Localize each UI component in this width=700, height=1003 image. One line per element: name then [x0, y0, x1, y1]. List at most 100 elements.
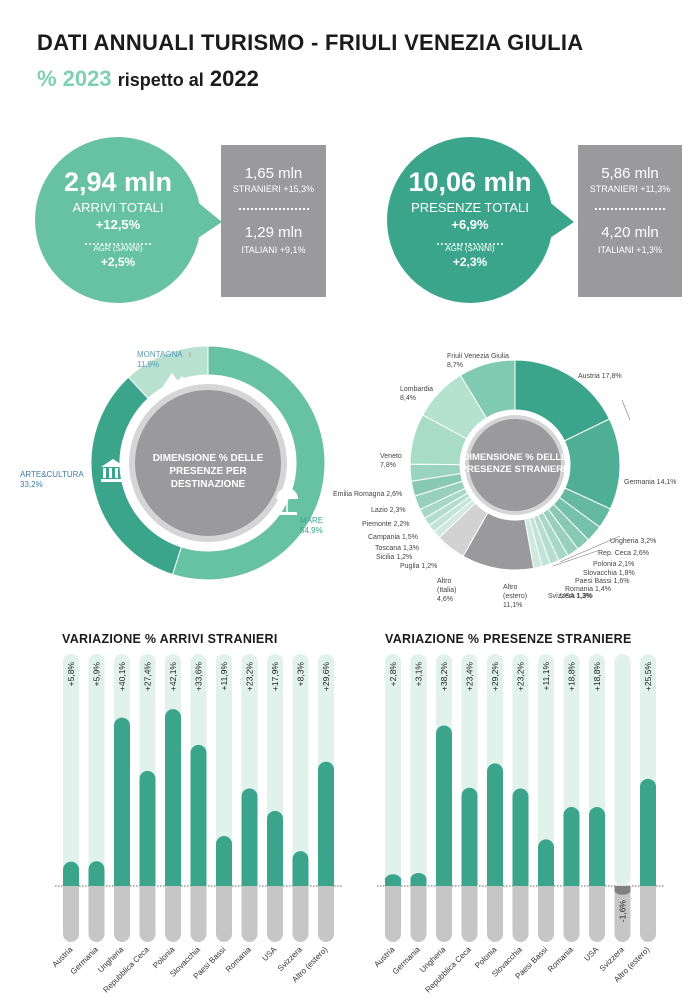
- arrivi-lower-track-9: [292, 886, 309, 942]
- donut-straniere-label-2: Ungheria 3,2%: [610, 538, 657, 545]
- presenze-category-label-0: Austria: [372, 945, 396, 969]
- arrivi-bar-base-9: [292, 878, 309, 886]
- arrivi-bar-2: [114, 717, 130, 886]
- arrivi-lower-track-4: [165, 886, 181, 942]
- label-mare-pct: 54,9%: [300, 526, 323, 535]
- arrivi-bar-5: [190, 744, 207, 886]
- arrivi-value-label-7: +23,2%: [245, 662, 255, 692]
- arrivi-label: ARRIVI TOTALI: [72, 200, 164, 215]
- donut-straniere-label-14: Toscana 1,3%: [375, 545, 419, 552]
- donut-destinazione: [90, 345, 326, 581]
- presenze-value-label-4: +29,2%: [490, 662, 500, 692]
- donut-straniere-label-6: Paesi Bassi 1,6%: [575, 578, 630, 585]
- presenze-lower-track-7: [563, 886, 580, 942]
- presenze-lower-track-0: [385, 886, 401, 942]
- beach-umbrella-icon: [276, 488, 298, 515]
- donut-straniere-label-9: Svizzera 1,3%: [548, 593, 593, 600]
- presenze-lower-track-cap-3: [461, 886, 478, 894]
- arrivi-stranieri-label: STRANIERI +15,3%: [232, 184, 315, 194]
- arrivi-lower-track-cap-6: [216, 886, 232, 894]
- presenze-bubble-pointer: [547, 200, 574, 240]
- arrivi-lower-track-2: [114, 886, 130, 942]
- arrivi-bar-base-3: [139, 878, 156, 886]
- donut-straniere-label-12: Puglia 1,2%: [400, 563, 438, 570]
- presenze-lower-track-cap-4: [487, 886, 503, 894]
- arrivi-bar-6: [216, 836, 232, 886]
- presenze-category-label-3: Repubblica Ceca: [423, 945, 473, 995]
- presenze-bar-base-9: [614, 886, 631, 892]
- arrivi-stranieri-value: 1,65 mln: [244, 165, 303, 182]
- presenze-lower-track-cap-0: [385, 886, 401, 894]
- label-arte-cultura-pct: 33,2%: [20, 480, 43, 489]
- presenze-bar-base-1: [410, 878, 427, 886]
- presenze-lower-track-9: [614, 886, 631, 942]
- arrivi-category-label-1: Germania: [69, 945, 101, 977]
- arrivi-content: 2,94 mln ARRIVI TOTALI +12,5% AGR (SANNI…: [35, 167, 201, 269]
- presenze-lower-track-cap-7: [563, 886, 580, 894]
- arrivi-lower-track-8: [267, 886, 283, 942]
- presenze-lower-track-cap-8: [589, 886, 605, 894]
- presenze-value-label-2: +38,2%: [439, 662, 449, 692]
- presenze-track-9: [614, 654, 631, 886]
- arrivi-lower-track-cap-5: [190, 886, 207, 894]
- presenze-value-label-7: +18,8%: [567, 662, 577, 692]
- arrivi-bubble: [35, 137, 201, 303]
- presenze-value-label-9: -1,6%: [618, 900, 628, 923]
- arrivi-value: 2,94 mln: [63, 167, 173, 197]
- arrivi-bar-base-5: [190, 878, 207, 886]
- presenze-lower-track-2: [436, 886, 452, 942]
- leader-ungheria: [559, 535, 621, 563]
- donut-destinazione-center-label: DIMENSIONE % DELLE PRESENZE PER DESTINAZ…: [152, 453, 264, 490]
- presenze-bar-4: [487, 763, 503, 886]
- presenze-track-6: [538, 654, 554, 886]
- arrivi-box-divider: [238, 208, 309, 210]
- donut-straniere-label-4: Polonia 2,1%: [593, 561, 635, 568]
- arrivi-category-label-0: Austria: [50, 945, 74, 969]
- mountain-icon: [163, 373, 190, 386]
- arrivi-bar-base-10: [318, 878, 334, 886]
- donut-destinazione-slice-2: [127, 345, 209, 400]
- presenze-italiani-value: 4,20 mln: [601, 224, 659, 241]
- presenze-stranieri-label: STRANIERI +11,3%: [589, 184, 671, 194]
- presenze-category-label-8: USA: [582, 945, 600, 963]
- donut-straniere-label-17: Lazio 2,3%: [371, 507, 406, 514]
- presenze-value-label-6: +11,1%: [541, 662, 551, 691]
- presenze-bar-base-3: [461, 878, 478, 886]
- arrivi-italiani-label: ITALIANI +9,1%: [241, 245, 306, 255]
- arrivi-value-label-6: +11,9%: [219, 662, 229, 691]
- arrivi-lower-track-cap-4: [165, 886, 181, 894]
- bar-charts: +5,8%Austria+5,9%Germania+40,1%Ungheria+…: [50, 654, 664, 995]
- presenze-bar-base-4: [487, 878, 503, 886]
- presenze-bar-base-0: [385, 878, 401, 886]
- presenze-lower-track-4: [487, 886, 503, 942]
- arrivi-lower-track-0: [63, 886, 79, 942]
- presenze-bar-3: [461, 787, 478, 886]
- arrivi-lower-track-3: [139, 886, 156, 942]
- donut-straniere-label-11: Altro (Italia) 4,6%: [437, 578, 457, 603]
- presenze-bar-base-7: [563, 878, 580, 886]
- donut-straniere-label-21: Friuli Venezia Giulia 8,7%: [447, 353, 509, 369]
- presenze-value: 10,06 mln: [408, 167, 532, 197]
- donut-destinazione-center: [129, 384, 287, 542]
- presenze-breakdown-box: 5,86 mln STRANIERI +11,3% 4,20 mln ITALI…: [578, 145, 682, 297]
- arrivi-value-label-10: +29,6%: [321, 662, 331, 692]
- arrivi-lower-track-cap-1: [88, 886, 105, 894]
- presenze-category-label-7: Romania: [546, 945, 575, 974]
- bar-chart-presenze-title: VARIAZIONE % PRESENZE STRANIERE: [385, 632, 632, 646]
- arrivi-bar-base-8: [267, 878, 283, 886]
- arrivi-bar-8: [267, 810, 283, 886]
- presenze-track-1: [410, 654, 427, 886]
- presenze-value-label-8: +18,8%: [592, 662, 602, 692]
- arrivi-lower-track-6: [216, 886, 232, 942]
- arrivi-breakdown-box: 1,65 mln STRANIERI +15,3% 1,29 mln ITALI…: [221, 145, 326, 297]
- presenze-agr-label: AGR (SANNI): [445, 244, 495, 253]
- leader-austria: [621, 399, 631, 421]
- arrivi-agr-label: AGR (SANNI): [93, 244, 143, 253]
- donut-straniere-label-0: Austria 17,8%: [578, 373, 622, 380]
- donut-destinazione-slice-0: [171, 345, 326, 581]
- presenze-bar-7: [563, 807, 580, 886]
- presenze-lower-track-cap-6: [538, 886, 554, 894]
- presenze-italiani-label: ITALIANI +1,3%: [597, 245, 663, 255]
- arrivi-bar-4: [165, 709, 181, 886]
- presenze-lower-track-cap-1: [410, 886, 427, 894]
